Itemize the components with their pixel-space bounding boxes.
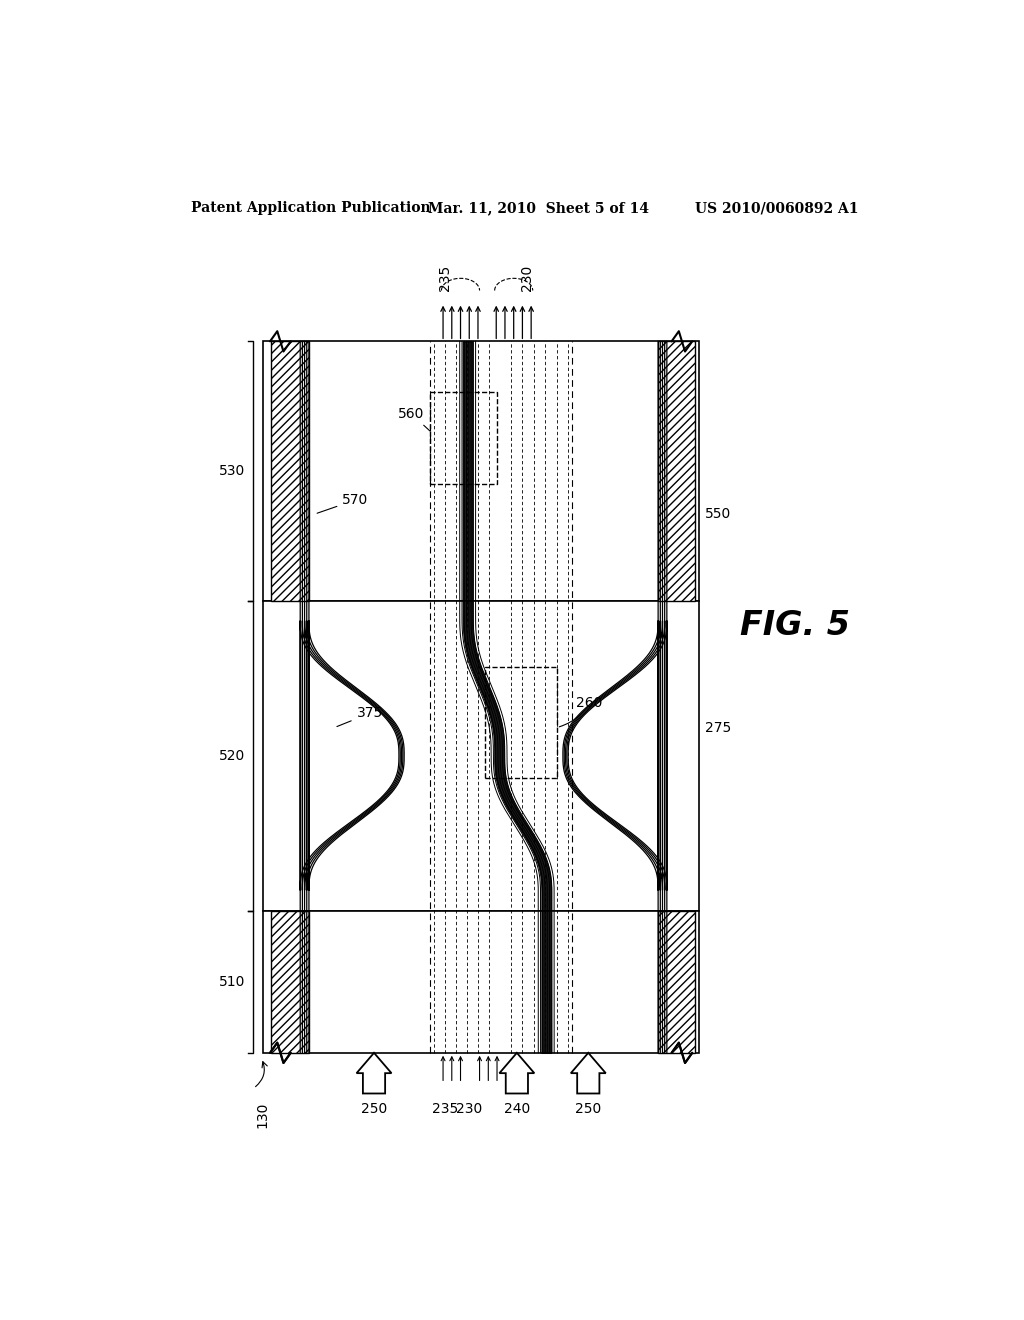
Text: 570: 570 [317,492,369,513]
Bar [263,342,699,601]
Text: 250: 250 [575,1102,601,1115]
Bar [430,392,497,483]
Polygon shape [356,1053,391,1093]
Bar [263,601,699,911]
Text: FIG. 5: FIG. 5 [739,610,850,643]
Polygon shape [500,1053,535,1093]
Text: US 2010/0060892 A1: US 2010/0060892 A1 [695,201,859,215]
Text: 240: 240 [504,1102,530,1115]
Text: Patent Application Publication: Patent Application Publication [191,201,431,215]
Text: 130: 130 [255,1102,269,1129]
Text: 230: 230 [456,1102,482,1115]
Text: 530: 530 [219,463,246,478]
Bar [270,911,309,1053]
Text: 235: 235 [432,1102,459,1115]
Text: 230: 230 [520,264,535,290]
Text: 260: 260 [559,696,603,727]
Text: 375: 375 [337,706,383,726]
Polygon shape [570,1053,606,1093]
Bar [263,911,699,1053]
Bar [658,911,695,1053]
Text: Mar. 11, 2010  Sheet 5 of 14: Mar. 11, 2010 Sheet 5 of 14 [428,201,649,215]
Bar [658,342,695,601]
Text: 235: 235 [438,264,453,290]
Text: 510: 510 [219,974,246,989]
Text: 550: 550 [705,507,731,521]
Text: 275: 275 [705,721,731,735]
Bar [485,667,557,779]
Text: 520: 520 [219,748,246,763]
Text: 250: 250 [360,1102,387,1115]
Text: 560: 560 [397,407,430,430]
Bar [270,342,309,601]
